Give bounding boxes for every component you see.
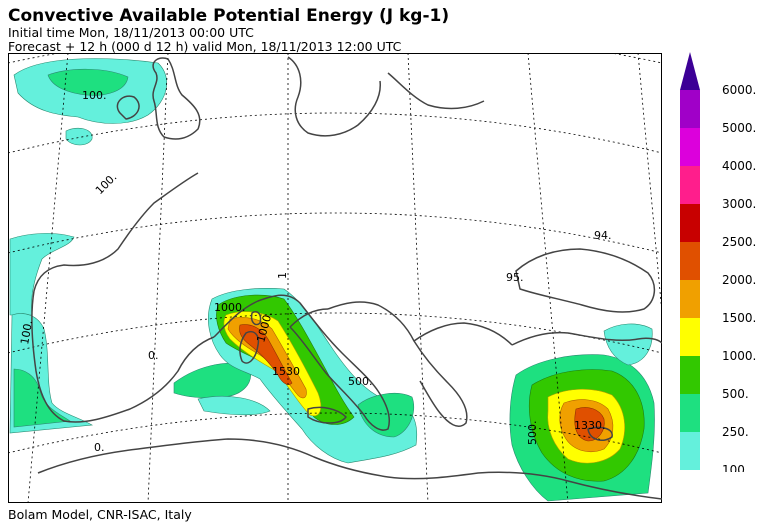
cape-area-balearic xyxy=(173,363,251,399)
cape-area-tyrrhenian-max xyxy=(239,324,293,385)
legend-level-label: 1500. xyxy=(722,311,756,325)
legend-level-label: 4000. xyxy=(722,159,756,173)
cape-area-biscay xyxy=(9,233,75,316)
label-iberia-west: 100. xyxy=(18,319,35,345)
cape-map: 100. 100. 100. 0. 0. 94. 95. 1000. 1000.… xyxy=(8,53,662,503)
cape-area-atlantic-west xyxy=(65,127,93,146)
legend-swatch xyxy=(680,166,700,204)
label-tyrrhenian: 1000. xyxy=(214,301,246,314)
legend-swatch xyxy=(680,90,700,128)
cape-legend: 6000. 5000. 4000. 3000. 2500. 2000. 1500. 1000.… xyxy=(680,52,756,472)
cape-fill xyxy=(9,58,655,502)
contour-labels: 100. 100. 100. 0. 0. 94. 95. 1000. 1000.… xyxy=(18,89,611,454)
cape-area-north-atlantic-inner xyxy=(47,68,129,96)
coastlines xyxy=(31,56,662,500)
label-atlantic-north: 100. xyxy=(82,89,107,102)
model-credit: Bolam Model, CNR-ISAC, Italy xyxy=(8,507,192,522)
label-black-sea: 94. xyxy=(594,229,612,242)
legend-level-label: 2500. xyxy=(722,235,756,249)
label-spain: 0. xyxy=(148,349,159,362)
map-title: Convective Available Potential Energy (J… xyxy=(8,6,450,26)
cape-area-levant-coast xyxy=(603,323,653,366)
label-cyprus-max: 1330. xyxy=(574,419,606,432)
legend-level-label: 250. xyxy=(722,425,749,439)
legend-swatch xyxy=(680,356,700,394)
label-ionian: 500. xyxy=(348,375,373,388)
cape-area-algeria-coast xyxy=(197,396,271,416)
legend-swatch xyxy=(680,242,700,280)
legend-level-label: 3000. xyxy=(722,197,756,211)
legend-level-label: 1000. xyxy=(722,349,756,363)
cape-area-east-med-max xyxy=(574,407,605,442)
legend-level-label: 100. xyxy=(722,463,749,472)
label-sardinia: 1530 xyxy=(272,365,300,378)
label-alps: 1 xyxy=(276,272,289,279)
legend-level-label: 5000. xyxy=(722,121,756,135)
legend-swatch xyxy=(680,204,700,242)
legend-level-label: 2000. xyxy=(722,273,756,287)
label-turkey: 95. xyxy=(506,271,524,284)
label-algeria: 0. xyxy=(94,441,105,454)
label-levant: 500. xyxy=(526,421,539,446)
legend-swatch xyxy=(680,128,700,166)
legend-level-label: 6000. xyxy=(722,83,756,97)
legend-arrow xyxy=(680,52,700,90)
legend-swatch xyxy=(680,318,700,356)
forecast-valid-time: Forecast + 12 h (000 d 12 h) valid Mon, … xyxy=(8,39,402,54)
initial-time: Initial time Mon, 18/11/2013 00:00 UTC xyxy=(8,25,254,40)
cape-area-iberia-west-inner xyxy=(13,368,71,428)
legend-labels: 6000. 5000. 4000. 3000. 2500. 2000. 1500. 1000.… xyxy=(722,83,756,472)
legend-swatch xyxy=(680,394,700,432)
legend-level-label: 500. xyxy=(722,387,749,401)
legend-swatch xyxy=(680,432,700,470)
cape-area-ionian xyxy=(357,393,414,438)
legend-swatches xyxy=(680,90,700,470)
legend-swatch xyxy=(680,280,700,318)
